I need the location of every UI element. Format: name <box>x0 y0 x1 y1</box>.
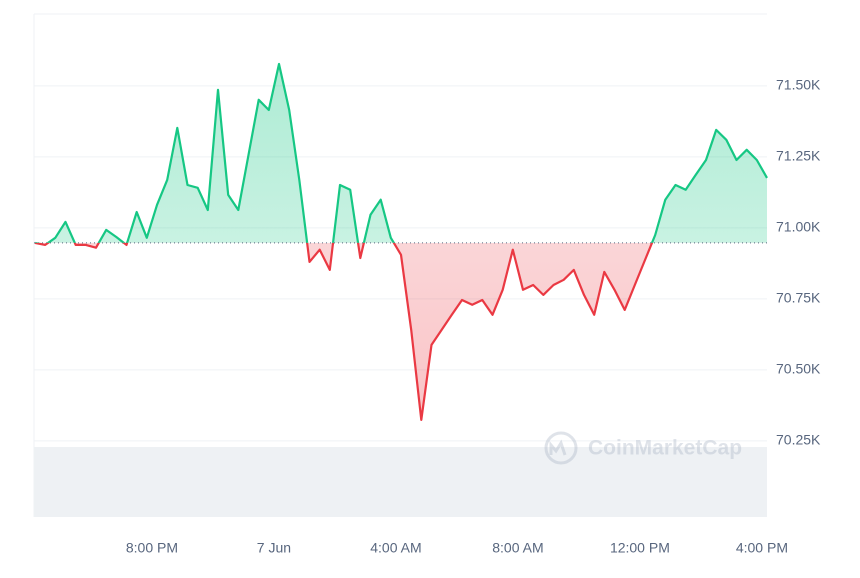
x-tick-label: 8:00 PM <box>126 540 178 556</box>
y-tick-label: 70.50K <box>776 361 821 377</box>
y-tick-label: 70.75K <box>776 290 821 306</box>
x-tick-label: 12:00 PM <box>610 540 670 556</box>
watermark: CoinMarketCap <box>544 431 742 465</box>
x-tick-label: 4:00 PM <box>736 540 788 556</box>
x-tick-label: 7 Jun <box>257 540 291 556</box>
price-line-below <box>34 242 654 421</box>
y-tick-label: 70.25K <box>776 432 821 448</box>
volume-area <box>34 447 767 517</box>
y-tick-label: 71.00K <box>776 219 821 235</box>
area-below <box>35 242 652 420</box>
x-tick-label: 4:00 AM <box>370 540 421 556</box>
watermark-text: CoinMarketCap <box>588 437 742 460</box>
price-line-above <box>34 62 768 243</box>
area-above <box>35 64 767 243</box>
x-tick-label: 8:00 AM <box>492 540 543 556</box>
y-tick-label: 71.50K <box>776 77 821 93</box>
y-tick-label: 71.25K <box>776 148 821 164</box>
